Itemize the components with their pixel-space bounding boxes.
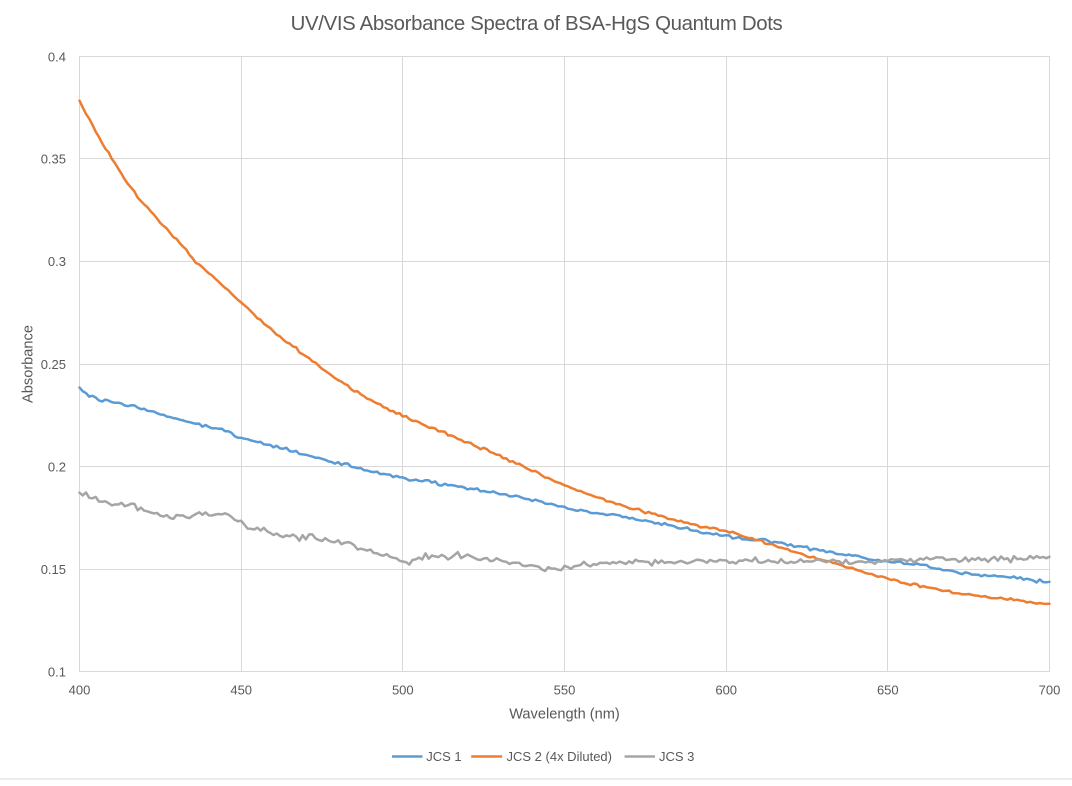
svg-text:650: 650 [877,683,899,698]
svg-text:Absorbance: Absorbance [20,325,36,403]
svg-text:0.3: 0.3 [48,254,66,269]
svg-text:JCS 3: JCS 3 [659,749,694,764]
svg-text:0.15: 0.15 [41,562,66,577]
svg-text:UV/VIS Absorbance Spectra of B: UV/VIS Absorbance Spectra of BSA-HgS Qua… [291,13,783,35]
svg-text:0.25: 0.25 [41,357,66,372]
svg-text:JCS 1: JCS 1 [426,749,461,764]
svg-text:0.35: 0.35 [41,152,66,167]
svg-text:0.2: 0.2 [48,460,66,475]
svg-text:400: 400 [69,683,91,698]
svg-text:700: 700 [1039,683,1061,698]
svg-text:0.1: 0.1 [48,664,66,679]
svg-text:600: 600 [715,683,737,698]
svg-text:500: 500 [392,683,414,698]
svg-text:Wavelength (nm): Wavelength (nm) [509,706,620,722]
svg-text:0.4: 0.4 [48,49,66,64]
svg-text:550: 550 [554,683,576,698]
svg-text:JCS 2 (4x Diluted): JCS 2 (4x Diluted) [507,749,612,764]
svg-text:450: 450 [230,683,252,698]
